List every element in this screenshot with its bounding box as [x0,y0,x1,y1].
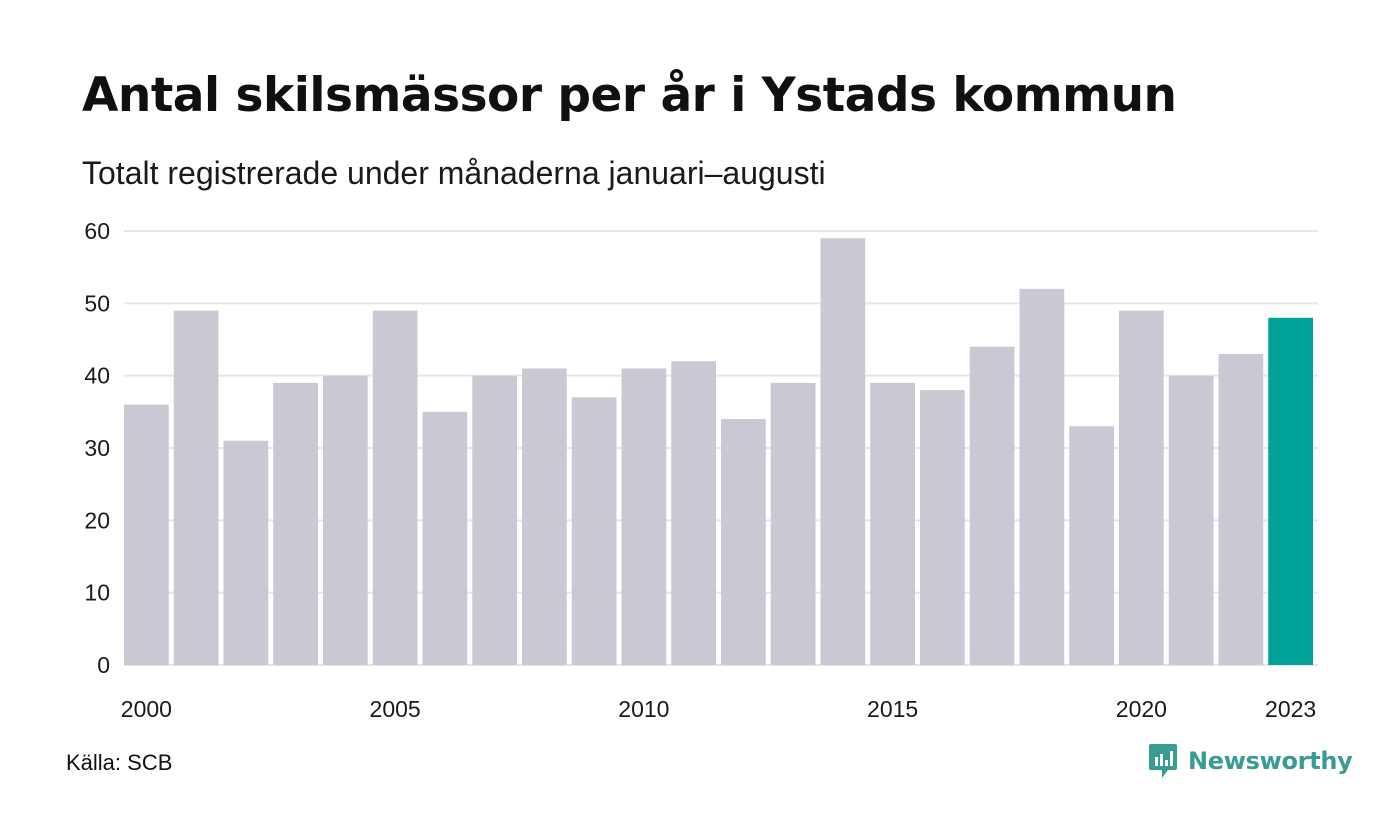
chart-subtitle: Totalt registrerade under månaderna janu… [82,155,826,191]
source-note: Källa: SCB [66,750,173,775]
y-axis-ticks: 0 10 20 30 40 50 60 [84,218,110,678]
y-tick-label: 0 [97,652,110,678]
newsworthy-logo-icon [1149,744,1177,778]
bar-2010 [621,368,667,665]
bar-2022 [1218,353,1264,665]
x-axis-ticks: 2000 2005 2010 2015 2020 2023 [121,696,1316,722]
bar-2009 [571,397,617,665]
bar-2019 [1069,426,1114,665]
x-tick-label: 2023 [1265,696,1316,722]
bar-2020 [1119,310,1164,665]
bar-2018 [1019,288,1065,665]
y-tick-label: 50 [84,290,110,316]
bar-2021 [1168,375,1214,665]
bar-2005 [372,310,418,665]
y-tick-label: 60 [84,218,110,244]
brand-name: Newsworthy [1188,747,1353,775]
bars [124,238,1313,665]
bar-2013 [770,382,816,665]
bar-2008 [522,368,567,665]
bar-2014 [820,238,866,665]
x-tick-label: 2000 [121,696,172,722]
y-tick-label: 20 [84,507,110,533]
bar-2015 [870,382,915,665]
bar-chart: 0 10 20 30 40 50 60 2000 2005 2010 2015 2020 2023 [84,218,1318,722]
bar-2016 [920,390,965,665]
x-tick-label: 2010 [618,696,669,722]
y-tick-label: 10 [84,580,110,606]
bar-2007 [472,375,517,665]
y-tick-label: 40 [84,363,110,389]
bar-2001 [173,310,219,665]
bar-2012 [721,419,766,665]
y-tick-label: 30 [84,435,110,461]
bar-2000 [124,404,169,665]
bar-2023 [1268,317,1313,665]
bar-2011 [671,361,716,665]
bar-2002 [223,440,269,665]
bar-2004 [323,375,368,665]
newsworthy-logo[interactable]: Newsworthy [1148,742,1353,780]
chart-title: Antal skilsmässor per år i Ystads kommun [82,68,1177,123]
bar-2017 [969,346,1015,665]
x-tick-label: 2005 [370,696,421,722]
bar-2006 [422,411,468,665]
x-tick-label: 2020 [1116,696,1167,722]
bar-2003 [273,382,318,665]
x-tick-label: 2015 [867,696,918,722]
